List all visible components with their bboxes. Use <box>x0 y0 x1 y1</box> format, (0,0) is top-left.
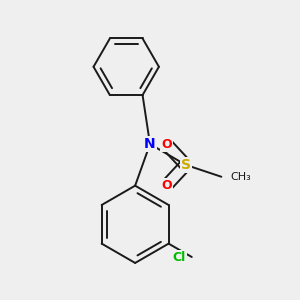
Text: Cl: Cl <box>172 250 186 263</box>
Text: CH₃: CH₃ <box>230 172 251 182</box>
Text: O: O <box>161 138 172 151</box>
Text: N: N <box>144 137 156 151</box>
Text: S: S <box>181 158 191 172</box>
Text: O: O <box>161 179 172 192</box>
